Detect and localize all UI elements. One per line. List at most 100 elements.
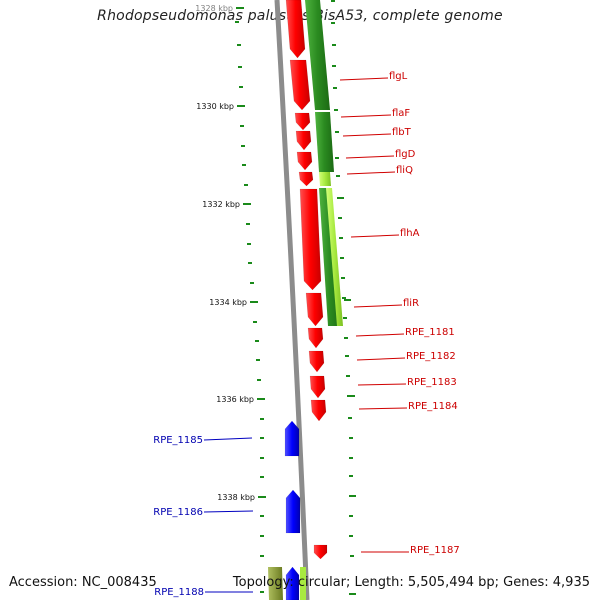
gene-leader-line (203, 510, 254, 513)
gene-label-rpe_1184[interactable]: RPE_1184 (408, 401, 458, 412)
gene-leader-line (353, 304, 403, 308)
feature-light-green (319, 172, 331, 186)
forward-gene-arrow[interactable] (309, 375, 326, 399)
scale-tick (344, 299, 351, 301)
scale-dots (235, 0, 356, 595)
scale-dot (250, 282, 254, 284)
scale-dot (349, 437, 353, 439)
forward-gene-arrow[interactable] (294, 112, 311, 131)
gene-label-rpe_1188[interactable]: RPE_1188 (154, 587, 204, 598)
forward-gene-arrow[interactable] (313, 544, 328, 560)
reverse-gene-arrow[interactable] (285, 489, 301, 534)
scale-dot (260, 437, 264, 439)
forward-gene-arrow[interactable] (295, 130, 312, 151)
scale-dot (345, 355, 349, 357)
scale-ticks: 1328 kbp 1330 kbp 1332 kbp 1334 kbp 1336 kbp… (195, 4, 266, 502)
forward-gene-arrow[interactable] (305, 292, 324, 327)
scale-dot (338, 217, 342, 219)
scale-dot (260, 535, 264, 537)
gene-label-fliq[interactable]: fliQ (396, 165, 413, 176)
scale-tick-label: 1330 kbp (196, 102, 234, 111)
gene-leader-line (339, 77, 389, 81)
scale-dot (346, 375, 350, 377)
scale-dot (260, 418, 264, 420)
forward-gene-arrow[interactable] (299, 188, 322, 291)
gene-label-flha[interactable]: flhA (400, 228, 420, 239)
gene-leader-line (358, 407, 408, 410)
scale-dot (260, 555, 264, 557)
forward-gene-arrow[interactable] (298, 171, 314, 187)
gene-label-rpe_1181[interactable]: RPE_1181 (405, 327, 455, 338)
forward-gene-arrow[interactable] (296, 151, 313, 171)
scale-tick-label: 1334 kbp (209, 298, 247, 307)
scale-dot (332, 65, 336, 67)
reverse-gene-arrow[interactable] (285, 566, 300, 600)
scale-dot (235, 21, 239, 23)
scale-dot (260, 457, 264, 459)
scale-dot (349, 515, 353, 517)
scale-tick-label: 1336 kbp (216, 395, 254, 404)
gene-leader-line (346, 171, 396, 175)
scale-dot (343, 317, 347, 319)
forward-gene-arrow[interactable] (310, 399, 327, 422)
scale-dot (340, 257, 344, 259)
scale-tick (337, 197, 344, 199)
scale-dot (237, 44, 241, 46)
genome-summary: Topology: circular; Length: 5,505,494 bp… (232, 575, 590, 590)
feature-olive (268, 567, 283, 600)
feature-light-green (326, 188, 343, 326)
scale-dot (256, 359, 260, 361)
scale-dot (350, 555, 354, 557)
scale-tick-label: 1338 kbp (217, 493, 255, 502)
scale-dot (348, 417, 352, 419)
scale-dot (349, 457, 353, 459)
forward-gene-arrow[interactable] (289, 59, 311, 111)
genome-backbone (274, 0, 310, 600)
scale-tick-label: 1332 kbp (202, 200, 240, 209)
scale-dot (336, 175, 340, 177)
gene-label-flbt[interactable]: flbT (392, 127, 412, 138)
scale-dot (257, 379, 261, 381)
gene-label-rpe_1186[interactable]: RPE_1186 (153, 507, 203, 518)
gene-label-flaf[interactable]: flaF (392, 108, 410, 119)
scale-tick (349, 593, 356, 595)
scale-dot (241, 145, 245, 147)
forward-gene-arrow[interactable] (285, 0, 306, 59)
feature-dark-green (315, 112, 334, 172)
scale-dot (240, 125, 244, 127)
forward-gene-arrow[interactable] (307, 327, 324, 349)
accession-label: Accession: NC_008435 (9, 575, 157, 590)
scale-dot (246, 223, 250, 225)
scale-dot (333, 87, 337, 89)
scale-dot (260, 591, 264, 593)
scale-dot (349, 535, 353, 537)
scale-dot (335, 131, 339, 133)
scale-dot (239, 86, 243, 88)
scale-dot (260, 515, 264, 517)
gene-label-flir[interactable]: fliR (403, 298, 419, 309)
scale-dot (339, 237, 343, 239)
forward-gene-arrow[interactable] (308, 350, 325, 373)
feature-light-green (300, 567, 306, 600)
gene-track (284, 0, 328, 600)
scale-dot (335, 157, 339, 159)
gene-label-flgd[interactable]: flgD (395, 149, 416, 160)
scale-dot (344, 337, 348, 339)
scale-dot (248, 262, 252, 264)
gene-label-rpe_1182[interactable]: RPE_1182 (406, 351, 456, 362)
gene-labels: flgL flaF flbT flgD fliQ flhA fliR RPE_1181 RPE_… (153, 71, 460, 598)
scale-dot (244, 184, 248, 186)
feature-track (268, 0, 343, 600)
gene-label-rpe_1183[interactable]: RPE_1183 (407, 377, 457, 388)
scale-dot (238, 66, 242, 68)
scale-tick (348, 395, 355, 397)
reverse-gene-arrow[interactable] (284, 420, 300, 457)
gene-leader-line (345, 155, 395, 159)
scale-dot (247, 243, 251, 245)
gene-label-flgl[interactable]: flgL (389, 71, 408, 82)
gene-label-rpe_1187[interactable]: RPE_1187 (410, 545, 460, 556)
gene-leader-line (203, 437, 253, 441)
scale-dot (260, 476, 264, 478)
gene-label-rpe_1185[interactable]: RPE_1185 (153, 435, 203, 446)
